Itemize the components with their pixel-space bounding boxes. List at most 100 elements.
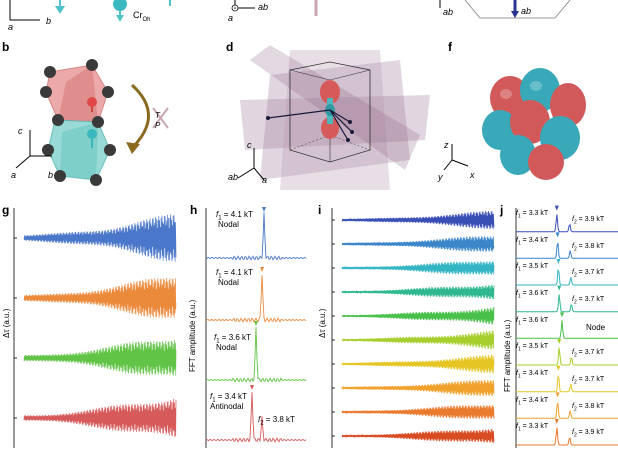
symmetry-label-p: P [155, 121, 161, 130]
peak-annotation-desc: Nodal [216, 343, 237, 352]
peak-marker [560, 312, 564, 318]
top-row-figure [9, 0, 571, 22]
panel-label-i: i [318, 203, 322, 217]
panel-label-g: g [2, 203, 10, 217]
oscillation-trace [341, 236, 495, 252]
f1-annotation: f1 = 3.5 kT [516, 343, 549, 353]
f2-annotation: f2 = 3.8 kT [258, 415, 295, 427]
f1-annotation: f1 = 3.6 kT [516, 316, 549, 327]
fft-spectrum [516, 214, 618, 233]
peak-marker [557, 285, 562, 291]
fermi-surface-planes [237, 45, 430, 190]
axis-label-x: x [470, 170, 475, 180]
f1-annotation: f1 = 3.3 kT [516, 423, 549, 433]
peak-marker [250, 385, 254, 390]
axis-label-y: y [438, 172, 443, 182]
axis-label-ab: ab [258, 2, 269, 12]
fft-spectrum [516, 402, 618, 419]
fft-plot-j [515, 205, 618, 448]
f2-annotation: f2 = 3.7 kT [572, 269, 605, 279]
peak-marker [254, 321, 258, 326]
f1-annotation: f1 = 3.4 kT [516, 370, 549, 380]
symmetry-label-t: T [155, 111, 160, 120]
oscillation-trace [341, 284, 495, 300]
f2-annotation: f2 = 3.8 kT [572, 242, 605, 253]
axis-label-b: b [48, 170, 54, 180]
fft-plot-h [205, 207, 307, 448]
oscillation-trace [341, 354, 495, 374]
oscillation-trace [23, 340, 177, 376]
arrow-label-ab: ab [521, 6, 532, 16]
f2-annotation: f2 = 3.8 kT [572, 402, 605, 413]
peak-annotation: f1 = 3.6 kT [214, 333, 251, 345]
peak-annotation: f1 = 4.1 kT [216, 210, 253, 222]
fft-spectrum [516, 376, 618, 393]
cr-oh-label: CrOh [133, 10, 151, 23]
f1-annotation: f1 = 3.4 kT [516, 396, 549, 407]
f2-annotation: f2 = 3.7 kT [572, 296, 605, 306]
fft-spectrum [516, 242, 618, 259]
oscillation-trace [23, 277, 177, 319]
panel-label-j: j [500, 203, 504, 217]
peak-marker [260, 267, 264, 272]
f2-annotation: f2 = 3.9 kT [572, 429, 605, 439]
oscillation-trace [341, 307, 495, 325]
axis-label-b: b [46, 16, 52, 26]
peak-marker [556, 259, 561, 264]
peak-annotation-desc: Nodal [218, 220, 239, 229]
y-axis-label: Δτ (a.u.) [318, 308, 327, 338]
axis-label-a: a [11, 170, 17, 180]
axis-label-a: a [8, 22, 14, 32]
y-axis-label: FFT amplitude (a.u.) [188, 299, 197, 372]
f1-annotation: f1 = 3.5 kT [516, 263, 549, 273]
fft-spectrum [205, 327, 307, 383]
f1-annotation: f1 = 3.3 kT [516, 210, 549, 220]
f1-annotation: f1 = 3.4 kT [516, 236, 549, 247]
fft-spectrum [205, 275, 307, 323]
octahedra-illustration [15, 59, 169, 186]
fft-spectrum [516, 269, 618, 286]
peak-annotation: f1 = 3.4 kT [210, 392, 247, 404]
axis-label-ab: ab [228, 172, 239, 182]
peak-marker [555, 232, 560, 238]
panel-label-h: h [190, 203, 198, 217]
axis-label-z: z [444, 140, 449, 150]
peak-annotation-desc: Nodal [218, 278, 239, 287]
fft-spectrum [205, 212, 307, 261]
peak-marker [554, 205, 559, 211]
fft-spectrum [205, 392, 307, 444]
peak-marker [555, 392, 560, 398]
node-label: Node [586, 322, 606, 332]
peak-annotation: f1 = 4.1 kT [216, 268, 253, 280]
axis-label-c: c [18, 126, 23, 136]
peak-annotation-desc: Antinodal [210, 402, 244, 411]
fft-spectrum [516, 347, 618, 366]
peak-marker [554, 419, 559, 424]
oscillation-trace [341, 210, 495, 230]
fft-spectrum [516, 294, 618, 313]
panel-label-f: f [448, 40, 452, 54]
axis-label-a: a [262, 175, 268, 185]
oscillation-plot-g [13, 208, 177, 448]
oscillation-trace [341, 379, 495, 397]
oscillation-trace [341, 261, 495, 275]
f2-annotation: f2 = 3.7 kT [572, 376, 605, 386]
f2-annotation: f2 = 3.9 kT [572, 216, 605, 226]
oscillation-trace [23, 398, 177, 438]
fft-spectrum [516, 427, 618, 446]
f2-annotation: f2 = 3.7 kT [572, 349, 605, 359]
y-axis-label: FFT amplitude (a.u.) [503, 319, 512, 392]
oscillation-plot-i [331, 208, 495, 448]
oscillation-trace [341, 405, 495, 420]
fft-spectrum [516, 320, 618, 339]
oscillation-trace [341, 429, 495, 444]
xyz-axes [443, 144, 469, 171]
panel-label-d: d [226, 40, 234, 54]
peak-marker [556, 365, 561, 371]
peak-marker [262, 207, 266, 212]
f1-annotation: f1 = 3.6 kT [516, 290, 549, 300]
peak-marker [557, 339, 562, 344]
axis-label-a: a [228, 13, 234, 23]
axis-label-ab: ab [443, 7, 454, 17]
oscillation-trace [23, 214, 177, 262]
